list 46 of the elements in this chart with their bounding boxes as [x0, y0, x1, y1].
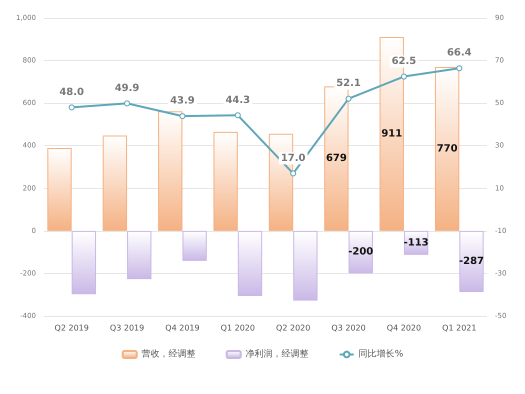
data-label: 49.9	[114, 82, 140, 94]
bar	[213, 132, 238, 231]
bar	[238, 230, 262, 296]
data-label: 52.1	[336, 78, 361, 90]
data-label: 679	[326, 153, 347, 164]
bar	[158, 111, 182, 231]
x-tick-label: Q2 2020	[276, 324, 310, 332]
data-label: -287	[458, 256, 484, 267]
bar	[324, 86, 349, 231]
x-tick-label: Q1 2021	[442, 324, 476, 332]
x-tick-label: Q3 2020	[331, 324, 366, 332]
point	[68, 104, 75, 110]
point	[346, 96, 352, 102]
bar	[127, 230, 152, 280]
data-label: -113	[404, 237, 429, 248]
legend-label: 营收，经调整	[142, 348, 196, 360]
x-tick-label: Q4 2020	[386, 324, 422, 332]
data-label: 911	[381, 128, 402, 140]
point	[400, 74, 407, 80]
point	[290, 170, 296, 176]
bar	[459, 230, 484, 292]
bar	[348, 230, 373, 274]
bar	[182, 230, 207, 261]
bar	[72, 230, 96, 294]
data-label: 770	[436, 143, 458, 154]
data-label: 66.4	[446, 48, 472, 59]
legend-label: 净利润，经调整	[246, 348, 309, 360]
legend-label: 同比增长%	[358, 348, 404, 360]
data-label: 43.9	[170, 96, 195, 107]
data-label: -200	[348, 246, 374, 258]
bar	[47, 148, 72, 231]
data-label: 44.3	[225, 94, 250, 106]
x-tick-label: Q1 2020	[220, 324, 255, 332]
data-label: 17.0	[280, 152, 306, 164]
data-label: 48.0	[59, 86, 84, 98]
bar	[102, 135, 128, 231]
data-label: 62.5	[392, 56, 416, 68]
point	[234, 112, 241, 118]
point	[124, 100, 130, 106]
x-tick-label: Q3 2019	[110, 324, 144, 332]
point	[456, 65, 462, 72]
point	[179, 113, 186, 120]
bar	[293, 230, 318, 301]
x-tick-label: Q4 2019	[165, 324, 200, 332]
bar	[434, 66, 460, 231]
x-tick-label: Q2 2019	[54, 324, 89, 332]
